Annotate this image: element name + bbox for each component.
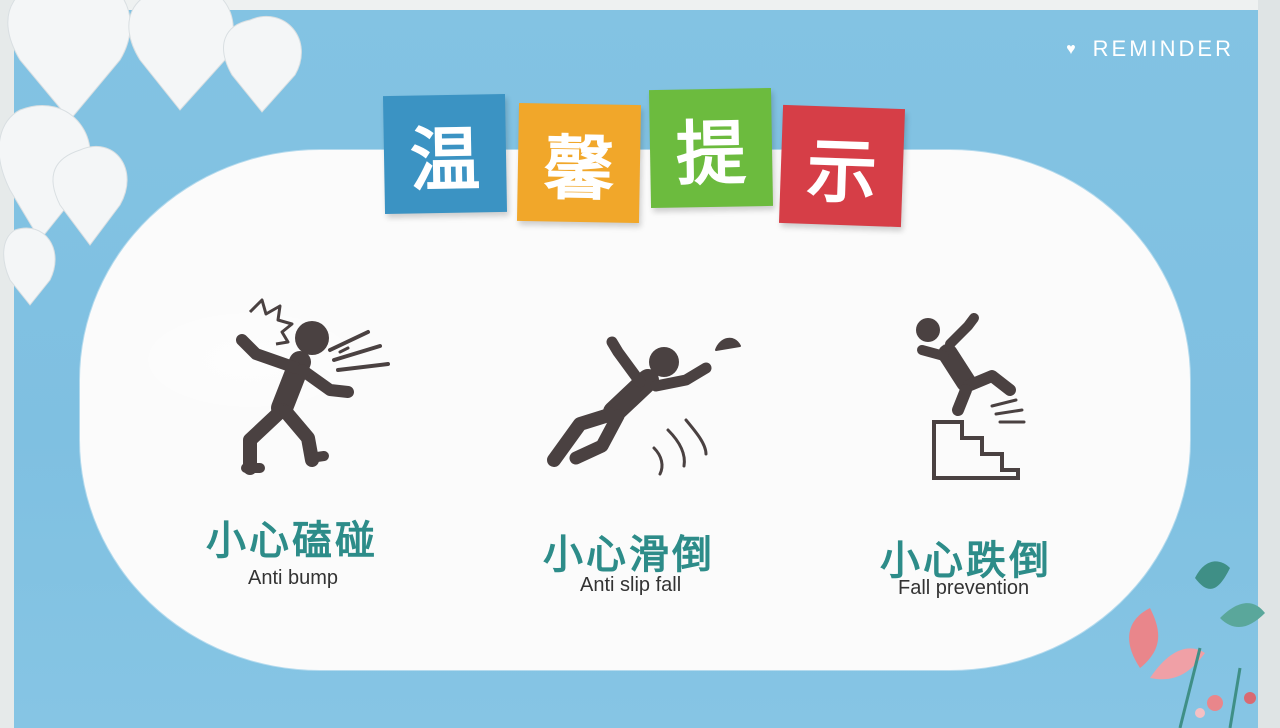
bump-warning-icon	[236, 298, 390, 475]
label-anti-slip-cn: 小心滑倒	[543, 532, 715, 578]
title-tile-3: 提	[648, 87, 774, 209]
title-tile-1: 温	[382, 93, 508, 215]
photo-border-top	[0, 0, 1280, 10]
photo-border-right	[1258, 0, 1280, 728]
slip-warning-icon	[547, 336, 741, 476]
title-tile-2: 馨	[516, 102, 642, 224]
label-anti-bump-cn: 小心磕碰	[206, 518, 378, 564]
paper-hearts-decoration	[0, 0, 302, 306]
label-fall-prevention-en: Fall prevention	[898, 577, 1030, 599]
label-anti-slip-en: Anti slip fall	[580, 574, 682, 596]
stairs-fall-icon	[916, 313, 1026, 480]
reminder-heading: ♥ REMINDER	[1066, 36, 1234, 61]
heart-icon: ♥	[1066, 41, 1079, 58]
flowers-decoration	[1129, 561, 1265, 728]
label-anti-bump-en: Anti bump	[248, 567, 339, 589]
label-fall-prevention-cn: 小心跌倒	[880, 538, 1052, 584]
title-tile-4: 示	[778, 104, 906, 228]
